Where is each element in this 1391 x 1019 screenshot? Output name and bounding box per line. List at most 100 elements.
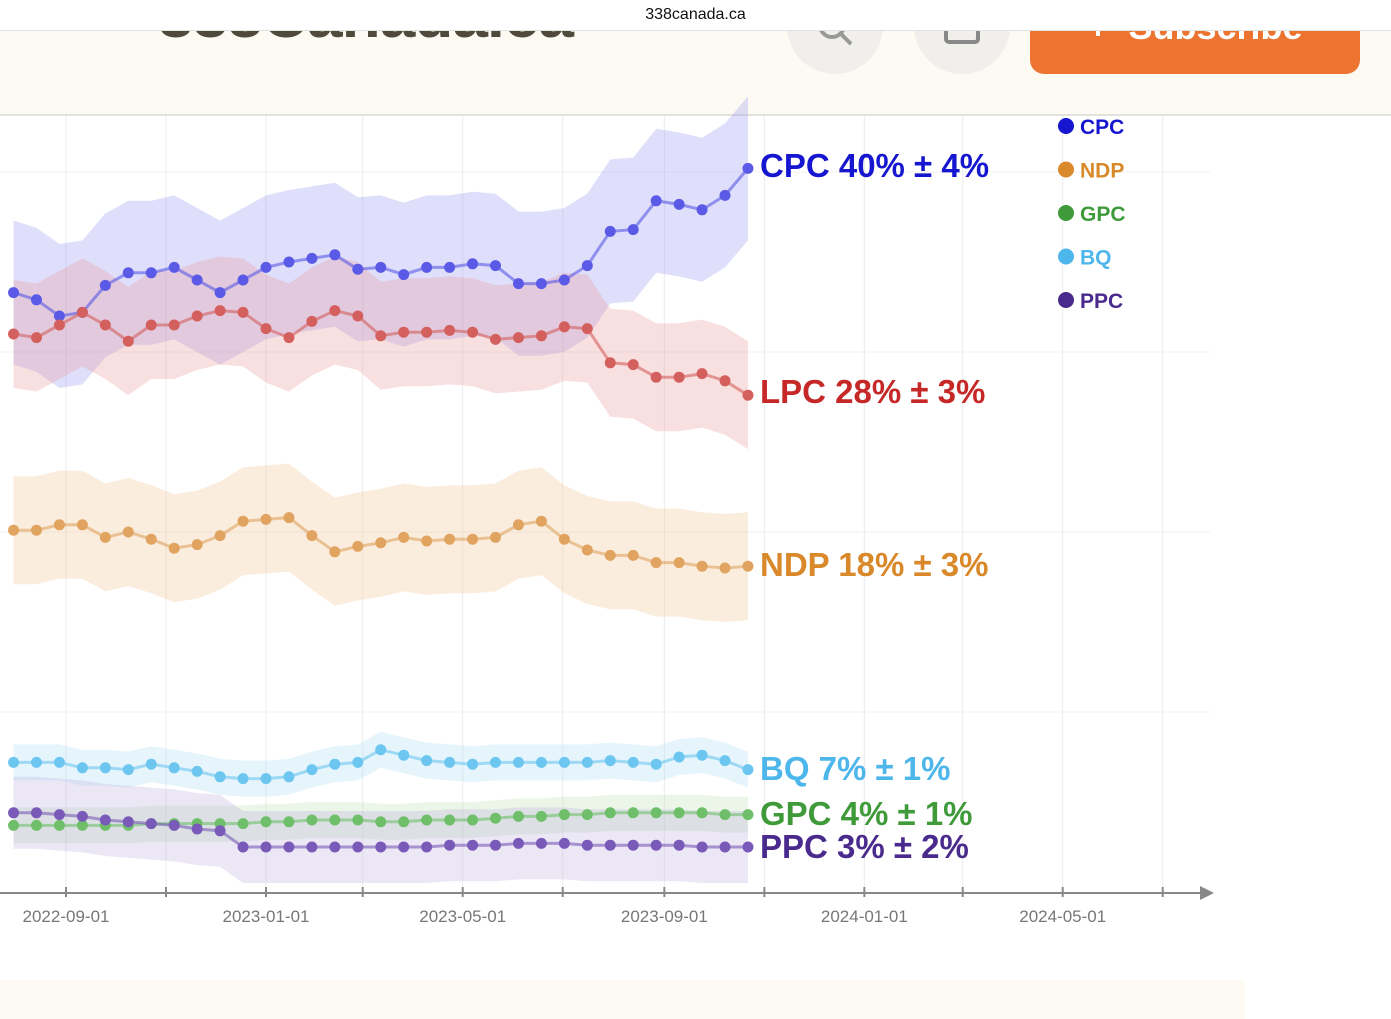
data-point [8,756,20,768]
data-point [421,326,433,338]
series-end-label: GPC 4% ± 1% [760,795,973,832]
data-point [145,533,157,545]
data-point [191,765,203,777]
data-point [742,841,754,853]
data-point [604,225,616,237]
data-point [99,279,111,291]
data-point [604,807,616,819]
legend-marker [1058,248,1074,265]
data-point [490,839,502,851]
data-point [650,839,662,851]
data-point [627,756,639,768]
x-tick-label: 2024-05-01 [1019,907,1106,926]
data-point [467,839,479,851]
data-point [535,278,547,290]
data-point [352,841,364,853]
data-point [650,371,662,383]
data-point [604,357,616,369]
data-point [237,306,249,318]
data-point [352,814,364,826]
data-point [512,810,524,822]
data-point [122,267,134,279]
data-point [581,756,593,768]
legend-label: CPC [1080,116,1124,139]
data-point [329,249,341,261]
data-point [99,319,111,331]
data-point [306,530,318,542]
data-point [512,837,524,849]
data-point [650,195,662,207]
data-point [627,839,639,851]
series-end-label: BQ 7% ± 1% [760,750,951,787]
data-point [696,368,708,380]
data-point [53,519,65,531]
data-point [30,807,42,819]
data-point [237,773,249,785]
data-point [237,274,249,286]
data-point [76,519,88,531]
series-lpc [8,305,754,401]
data-point [719,562,731,574]
data-point [535,837,547,849]
data-point [696,807,708,819]
data-point [306,315,318,327]
data-point [260,261,272,273]
series-end-label: PPC 3% ± 2% [760,828,969,865]
data-point [696,560,708,572]
data-point [8,819,20,831]
data-point [76,810,88,822]
data-point [122,816,134,828]
data-point [512,278,524,290]
data-point [122,335,134,347]
legend-marker [1058,292,1074,308]
data-point [421,841,433,853]
data-point [742,809,754,821]
legend-item-gpc: GPC [1058,203,1126,226]
data-point [168,762,180,774]
data-point [260,323,272,335]
data-point [53,756,65,768]
series-ppc [8,807,754,853]
data-point [490,333,502,345]
data-point [375,744,387,756]
data-point [444,533,456,545]
data-point [673,198,685,210]
data-point [650,758,662,770]
data-point [398,326,410,338]
data-point [283,841,295,853]
confidence-band-bq [13,731,748,797]
series-ndp [8,512,754,574]
data-point [260,841,272,853]
data-point [237,841,249,853]
legend-item-cpc: CPC [1058,116,1124,139]
data-point [444,261,456,273]
data-point [53,319,65,331]
data-point [604,839,616,851]
data-point [237,515,249,527]
data-point [581,544,593,556]
data-point [467,258,479,270]
data-point [214,825,226,837]
data-point [30,524,42,536]
data-point [329,841,341,853]
data-point [673,751,685,763]
data-point [490,531,502,543]
data-point [8,287,20,299]
data-point [329,758,341,770]
data-point [306,764,318,776]
data-point [490,756,502,768]
data-point [76,306,88,318]
data-point [30,332,42,344]
data-point [283,332,295,344]
series-cpc [8,162,754,322]
data-point [283,256,295,268]
data-point [627,359,639,371]
data-point [581,839,593,851]
data-point [99,531,111,543]
data-point [444,839,456,851]
legend-marker [1058,118,1074,134]
data-point [283,512,295,524]
data-point [650,557,662,569]
browser-url-bar[interactable]: 338canada.ca [0,0,1391,31]
data-point [673,557,685,569]
